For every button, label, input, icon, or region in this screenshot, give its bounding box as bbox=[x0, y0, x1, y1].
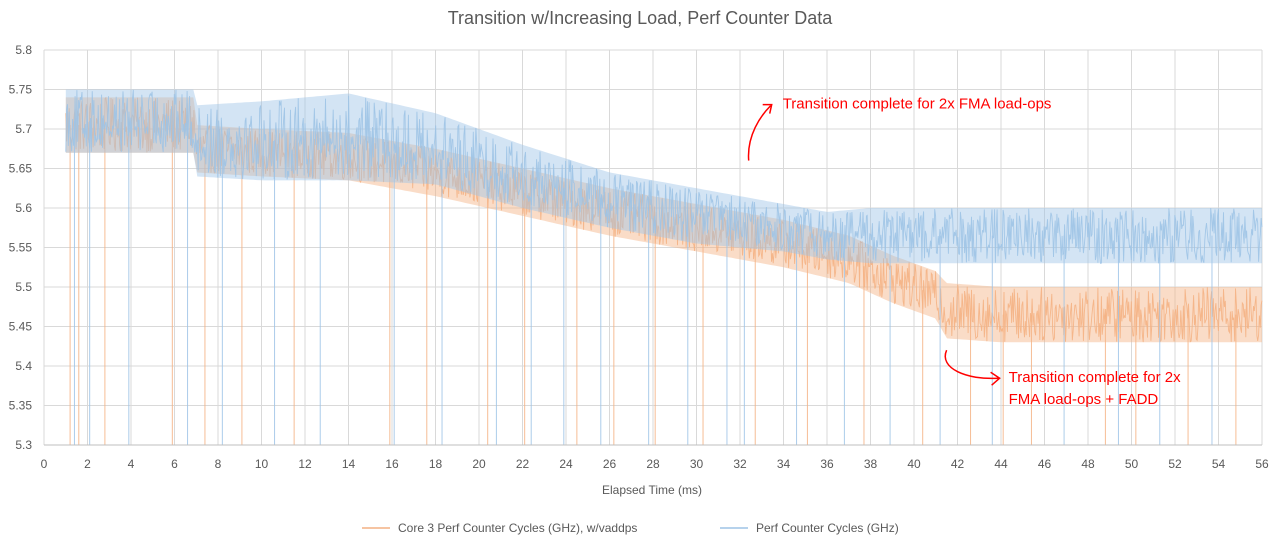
annotation-arrow bbox=[747, 105, 772, 161]
y-tick-label: 5.45 bbox=[9, 320, 33, 334]
x-axis-title: Elapsed Time (ms) bbox=[602, 483, 702, 497]
annotations: Transition complete for 2x FMA load-ops T… bbox=[747, 96, 1182, 408]
x-tick-label: 32 bbox=[733, 457, 747, 471]
y-tick-label: 5.35 bbox=[9, 399, 33, 413]
x-tick-label: 16 bbox=[385, 457, 399, 471]
x-tick-label: 28 bbox=[646, 457, 660, 471]
x-tick-label: 46 bbox=[1038, 457, 1052, 471]
x-tick-label: 44 bbox=[994, 457, 1008, 471]
gridlines bbox=[43, 49, 1263, 446]
y-tick-label: 5.4 bbox=[15, 359, 32, 373]
x-tick-label: 20 bbox=[472, 457, 486, 471]
y-tick-label: 5.65 bbox=[9, 162, 33, 176]
x-tick-label: 34 bbox=[777, 457, 791, 471]
x-tick-label: 24 bbox=[559, 457, 573, 471]
y-tick-label: 5.55 bbox=[9, 241, 33, 255]
annotation-arrowhead bbox=[990, 371, 1001, 386]
legend-label: Core 3 Perf Counter Cycles (GHz), w/vadd… bbox=[398, 521, 637, 535]
x-tick-label: 2 bbox=[84, 457, 91, 471]
x-tick-label: 14 bbox=[342, 457, 356, 471]
y-tick-label: 5.75 bbox=[9, 83, 33, 97]
annotation-arrowhead bbox=[762, 103, 773, 114]
x-tick-label: 38 bbox=[864, 457, 878, 471]
x-tick-label: 52 bbox=[1168, 457, 1182, 471]
x-tick-label: 42 bbox=[951, 457, 965, 471]
x-tick-label: 50 bbox=[1125, 457, 1139, 471]
annotation-text: Transition complete for 2x FMA load-ops bbox=[783, 96, 1052, 113]
series-2 bbox=[65, 89, 1263, 445]
x-tick-label: 54 bbox=[1212, 457, 1226, 471]
x-tick-label: 0 bbox=[41, 457, 48, 471]
x-tick-label: 48 bbox=[1081, 457, 1095, 471]
x-tick-label: 26 bbox=[603, 457, 617, 471]
annotation-arrow bbox=[944, 349, 999, 380]
annotation-text: FMA load-ops + FADD bbox=[1009, 391, 1159, 408]
y-tick-label: 5.6 bbox=[15, 201, 32, 215]
annotation-text: Transition complete for 2x bbox=[1009, 369, 1182, 386]
x-tick-label: 30 bbox=[690, 457, 704, 471]
series-line bbox=[65, 89, 1263, 264]
x-tick-label: 56 bbox=[1255, 457, 1269, 471]
y-tick-label: 5.8 bbox=[15, 43, 32, 57]
x-tick-label: 10 bbox=[255, 457, 269, 471]
x-tick-label: 12 bbox=[298, 457, 312, 471]
x-tick-label: 22 bbox=[516, 457, 530, 471]
chart-title: Transition w/Increasing Load, Perf Count… bbox=[448, 8, 834, 28]
series-area bbox=[65, 89, 1263, 445]
x-tick-label: 6 bbox=[171, 457, 178, 471]
x-tick-label: 4 bbox=[128, 457, 135, 471]
x-tick-label: 8 bbox=[215, 457, 222, 471]
axes: 5.3 5.35 5.4 5.45 5.5 5.55 5.6 5.65 5.7 5.75 5.8 0 2… bbox=[9, 43, 1269, 471]
x-tick-label: 40 bbox=[907, 457, 921, 471]
legend-label: Perf Counter Cycles (GHz) bbox=[756, 521, 899, 535]
x-tick-label: 36 bbox=[820, 457, 834, 471]
y-tick-label: 5.3 bbox=[15, 438, 32, 452]
legend: Core 3 Perf Counter Cycles (GHz), w/vadd… bbox=[362, 521, 899, 535]
y-tick-label: 5.5 bbox=[15, 280, 32, 294]
y-tick-label: 5.7 bbox=[15, 122, 32, 136]
x-tick-label: 18 bbox=[429, 457, 443, 471]
